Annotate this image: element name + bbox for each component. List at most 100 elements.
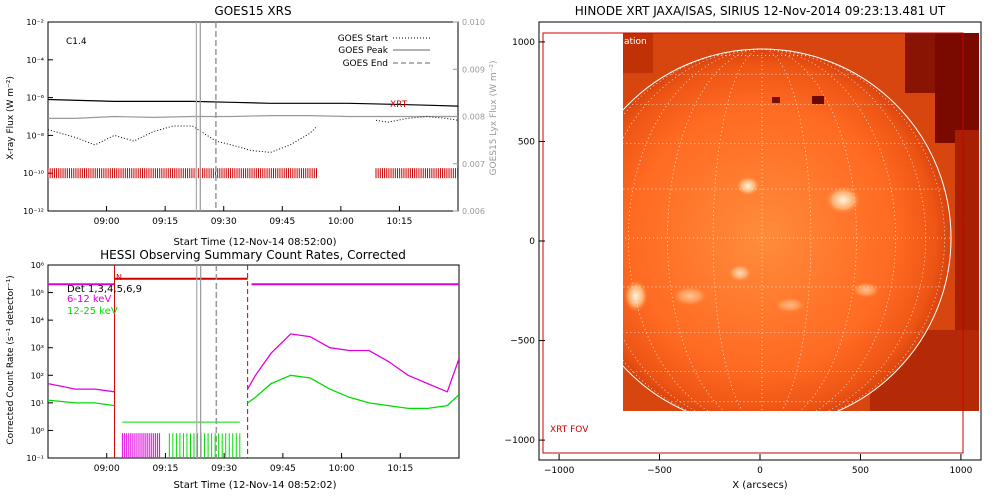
- xrt-longitude-line: [761, 48, 812, 411]
- xrt-x-axis-label: X (arcsecs): [732, 480, 788, 491]
- xrt-dark-region: [955, 130, 979, 330]
- goes-x-tick-label: 09:45: [269, 217, 295, 227]
- xrt-fov-label: XRT FOV: [550, 425, 589, 435]
- goes-y-tick-label: 10⁻¹²: [23, 207, 44, 216]
- goes-series-line: [48, 125, 318, 153]
- hessi-series-line: [48, 374, 459, 410]
- xrt-active-region: [728, 264, 752, 282]
- hessi-y-ticks: 10⁶ 10⁵ 10⁴ 10³ 10² 10¹ 10⁰ 10⁻¹: [26, 261, 53, 463]
- hessi-series-line: [48, 333, 459, 393]
- goes-series-line: [48, 115, 458, 119]
- goes-y-right-axis-label: GOES15 Lyx Flux (W m⁻²): [489, 61, 499, 176]
- xrt-dark-spot: [772, 97, 780, 103]
- hessi-y-tick-label: 10⁶: [31, 261, 44, 270]
- xrt-y-tick-label: −500: [510, 337, 535, 347]
- goes-legend-label: GOES Peak: [338, 46, 388, 56]
- xrt-solar-disk: [623, 49, 951, 411]
- xrt-active-region: [825, 186, 861, 214]
- xrt-active-region: [852, 282, 880, 298]
- goes-series-line: [48, 98, 458, 107]
- hessi-x-axis-label: Start Time (12-Nov-14 08:52:02): [173, 480, 336, 491]
- goes-y-tick-label: 10⁻²: [26, 18, 44, 27]
- goes-x-tick-label: 09:00: [94, 217, 120, 227]
- hessi-legend: Det 1,3,4,5,6,9 6-12 keV 12-25 keV: [67, 284, 142, 317]
- goes-y-tick-label: 10⁻¹⁰: [23, 169, 44, 178]
- hessi-title: HESSI Observing Summary Count Rates, Cor…: [100, 248, 406, 262]
- goes-x-ticks: 09:00 09:15 09:30 09:45 10:00 10:15: [94, 206, 412, 227]
- xrt-x-tick-label: 1000: [949, 466, 972, 476]
- goes-panel: GOES15 XRS 10⁻² 10⁻⁴ 10⁻⁶ 10⁻⁸ 10⁻¹⁰ 10⁻¹² 0.…: [6, 4, 499, 248]
- goes-legend: GOES Start GOES Peak GOES End: [338, 34, 430, 69]
- hessi-series-group: [48, 265, 459, 458]
- xrt-longitude-line: [667, 48, 763, 411]
- goes-series-group: [48, 98, 458, 153]
- xrt-limb-circle: [623, 48, 952, 411]
- xrt-longitude-line: [761, 48, 927, 411]
- goes-series-line: [375, 115, 458, 123]
- xrt-dark-region: [623, 33, 653, 73]
- hessi-x-tick-label: 09:30: [211, 464, 237, 474]
- xrt-y-tick-label: 500: [518, 137, 535, 147]
- hessi-x-ticks: 09:00 09:15 09:30 09:45 10:00 10:15: [94, 453, 413, 474]
- goes-y-right-tick-label: 0.008: [462, 113, 485, 122]
- xrt-longitude-line: [761, 48, 857, 411]
- xrt-longitude-line: [712, 48, 763, 411]
- hessi-panel: HESSI Observing Summary Count Rates, Cor…: [6, 248, 460, 491]
- xrt-dark-spot: [812, 96, 824, 104]
- goes-y-right-tick-label: 0.007: [462, 160, 485, 169]
- xrt-longitude-line: [623, 48, 763, 411]
- hessi-x-tick-label: 09:15: [152, 464, 178, 474]
- hessi-x-tick-label: 09:00: [94, 464, 120, 474]
- goes-x-tick-label: 09:30: [211, 217, 237, 227]
- goes-y-ticks: 10⁻² 10⁻⁴ 10⁻⁶ 10⁻⁸ 10⁻¹⁰ 10⁻¹²: [23, 18, 53, 216]
- goes-y-tick-label: 10⁻⁶: [26, 94, 44, 103]
- hessi-y-axis-label: Corrected Count Rate (s⁻¹ detector⁻¹): [6, 275, 16, 444]
- xrt-panel: HINODE XRT JAXA/ISAS, SIRIUS 12-Nov-2014…: [505, 4, 982, 491]
- goes-xrt-series-label: XRT: [390, 100, 408, 110]
- hessi-y-tick-label: 10¹: [31, 399, 44, 408]
- goes-legend-label: GOES Start: [338, 34, 389, 44]
- xrt-image: [623, 33, 979, 411]
- xrt-x-ticks: −1000 −500 0 500 1000: [544, 454, 973, 476]
- hessi-legend-label: 6-12 keV: [67, 294, 111, 305]
- hessi-x-tick-label: 10:00: [329, 464, 355, 474]
- xrt-x-tick-label: −1000: [544, 466, 575, 476]
- goes-y-axis-label: X-ray Flux (W m⁻²): [6, 76, 16, 160]
- hessi-y-tick-label: 10⁴: [31, 316, 44, 325]
- goes-coverage-bars: [48, 168, 458, 179]
- xrt-x-tick-label: 0: [757, 466, 763, 476]
- hessi-y-tick-label: 10⁻¹: [26, 454, 44, 463]
- hessi-y-tick-label: 10⁵: [31, 289, 44, 298]
- xrt-longitude-line: [623, 48, 763, 411]
- goes-flare-markers: [195, 22, 217, 211]
- hessi-x-tick-label: 10:15: [387, 464, 413, 474]
- xrt-x-tick-label: 500: [852, 466, 869, 476]
- xrt-y-ticks: 1000 500 0 −500 −1000: [505, 38, 545, 446]
- goes-title: GOES15 XRS: [214, 4, 291, 18]
- xrt-active-region: [624, 280, 648, 312]
- hessi-legend-label: Det 1,3,4,5,6,9: [67, 284, 142, 295]
- hessi-x-tick-label: 09:45: [270, 464, 296, 474]
- goes-x-tick-label: 10:15: [386, 217, 412, 227]
- xrt-y-tick-label: −1000: [505, 436, 536, 446]
- xrt-longitude-line: [761, 48, 945, 411]
- xrt-fov-box: [542, 32, 964, 454]
- goes-x-tick-label: 10:00: [328, 217, 354, 227]
- hessi-flare-markers: [196, 265, 218, 458]
- goes-x-tick-label: 09:15: [152, 217, 178, 227]
- goes-y-tick-label: 10⁻⁸: [26, 131, 44, 140]
- goes-annotation: C1.4: [66, 37, 87, 47]
- hessi-plot-frame: [47, 264, 460, 459]
- hessi-legend-label: 12-25 keV: [67, 306, 118, 317]
- xrt-y-tick-label: 0: [529, 237, 535, 247]
- goes-y-tick-label: 10⁻⁴: [26, 56, 44, 65]
- xrt-top-label-fragment: ation: [624, 37, 647, 47]
- goes-legend-label: GOES End: [343, 59, 388, 69]
- xrt-x-tick-label: −500: [647, 466, 672, 476]
- hessi-y-tick-label: 10²: [31, 371, 44, 380]
- xrt-y-tick-label: 1000: [512, 38, 535, 48]
- hessi-night-marker-label: N: [116, 273, 122, 282]
- goes-y-right-tick-label: 0.009: [462, 65, 485, 74]
- xrt-dark-region: [935, 33, 979, 143]
